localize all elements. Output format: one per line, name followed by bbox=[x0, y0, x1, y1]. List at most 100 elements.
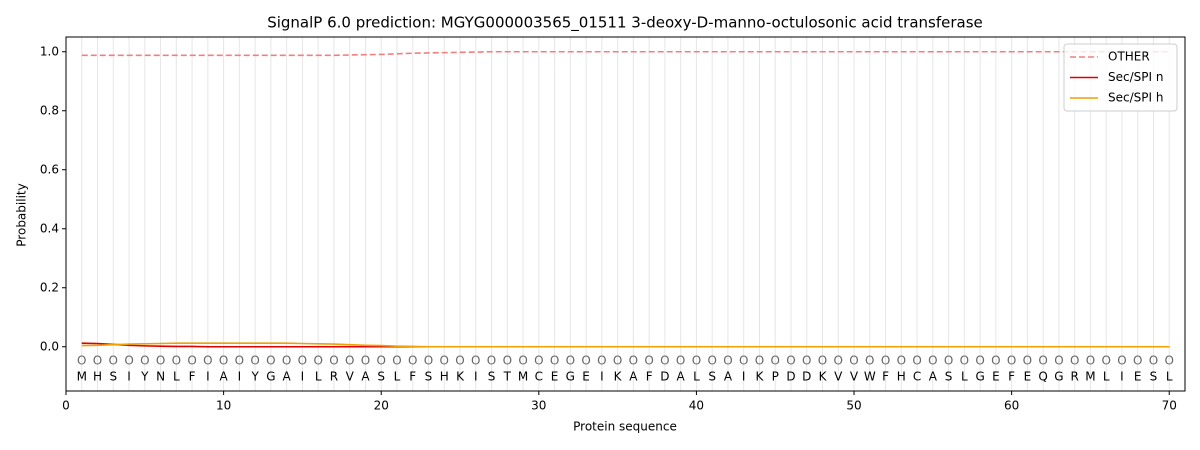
predicted-label: O bbox=[550, 354, 559, 368]
residue-label: G bbox=[1054, 370, 1063, 384]
residue-label: V bbox=[834, 370, 843, 384]
residue-label: C bbox=[913, 370, 921, 384]
residue-label: L bbox=[173, 370, 180, 384]
predicted-label: O bbox=[802, 354, 811, 368]
y-tick-label: 0.6 bbox=[40, 162, 59, 176]
predicted-label: O bbox=[1086, 354, 1095, 368]
residue-label: M bbox=[77, 370, 87, 384]
residue-label: S bbox=[109, 370, 117, 384]
predicted-label: O bbox=[93, 354, 102, 368]
predicted-label: O bbox=[786, 354, 795, 368]
predicted-label: O bbox=[566, 354, 575, 368]
residue-label: H bbox=[93, 370, 102, 384]
predicted-label: O bbox=[503, 354, 512, 368]
predicted-label: O bbox=[329, 354, 338, 368]
residue-label: Q bbox=[1038, 370, 1047, 384]
predicted-label: O bbox=[1101, 354, 1110, 368]
predicted-label: O bbox=[313, 354, 322, 368]
x-tick-label: 0 bbox=[62, 399, 70, 413]
predicted-label: O bbox=[282, 354, 291, 368]
residue-label: E bbox=[1134, 370, 1142, 384]
predicted-label: O bbox=[707, 354, 716, 368]
residue-label: H bbox=[897, 370, 906, 384]
residue-label: I bbox=[127, 370, 131, 384]
legend-box bbox=[1063, 43, 1178, 112]
predicted-label: O bbox=[597, 354, 606, 368]
y-tick-label: 0.2 bbox=[40, 280, 59, 294]
residue-label: L bbox=[1166, 370, 1173, 384]
predicted-label: O bbox=[203, 354, 212, 368]
y-axis-label: Probability bbox=[15, 183, 29, 246]
predicted-label: O bbox=[613, 354, 622, 368]
residue-label: S bbox=[1150, 370, 1158, 384]
predicted-label: O bbox=[991, 354, 1000, 368]
residue-label: I bbox=[742, 370, 746, 384]
predicted-label: O bbox=[298, 354, 307, 368]
residue-label: L bbox=[394, 370, 401, 384]
residue-label: K bbox=[614, 370, 623, 384]
residue-label: F bbox=[409, 370, 416, 384]
residue-label: I bbox=[238, 370, 242, 384]
predicted-label: O bbox=[865, 354, 874, 368]
predicted-label: O bbox=[266, 354, 275, 368]
predicted-label: O bbox=[455, 354, 464, 368]
predicted-label: O bbox=[834, 354, 843, 368]
predicted-label: O bbox=[392, 354, 401, 368]
predicted-label: O bbox=[1117, 354, 1126, 368]
residue-label: K bbox=[819, 370, 828, 384]
residue-label: F bbox=[189, 370, 196, 384]
predicted-label: O bbox=[187, 354, 196, 368]
predicted-label: O bbox=[644, 354, 653, 368]
predicted-label: O bbox=[912, 354, 921, 368]
residue-label: S bbox=[945, 370, 953, 384]
residue-label: H bbox=[440, 370, 449, 384]
predicted-label: O bbox=[975, 354, 984, 368]
residue-label: N bbox=[156, 370, 165, 384]
residue-label: G bbox=[975, 370, 984, 384]
residue-label: L bbox=[315, 370, 322, 384]
residue-label: P bbox=[772, 370, 779, 384]
residue-label: Y bbox=[140, 370, 149, 384]
residue-label: D bbox=[786, 370, 795, 384]
residue-label: W bbox=[864, 370, 876, 384]
residue-label: I bbox=[206, 370, 210, 384]
predicted-label: O bbox=[140, 354, 149, 368]
residue-label: S bbox=[488, 370, 496, 384]
residue-label: D bbox=[802, 370, 811, 384]
predicted-label: O bbox=[250, 354, 259, 368]
residue-label: M bbox=[1085, 370, 1095, 384]
plot-frame bbox=[65, 36, 1186, 392]
predicted-label: O bbox=[660, 354, 669, 368]
residue-label: F bbox=[646, 370, 653, 384]
residue-label: F bbox=[882, 370, 889, 384]
predicted-label: O bbox=[629, 354, 638, 368]
predicted-label: O bbox=[1070, 354, 1079, 368]
residue-label: E bbox=[992, 370, 1000, 384]
x-axis-label: Protein sequence bbox=[573, 420, 677, 434]
residue-label: S bbox=[708, 370, 716, 384]
predicted-label: O bbox=[172, 354, 181, 368]
predicted-label: O bbox=[534, 354, 543, 368]
residue-label: S bbox=[425, 370, 433, 384]
predicted-label: O bbox=[928, 354, 937, 368]
residue-label: Y bbox=[250, 370, 259, 384]
x-tick-label: 70 bbox=[1162, 399, 1177, 413]
x-tick-label: 20 bbox=[374, 399, 389, 413]
x-tick-label: 30 bbox=[531, 399, 546, 413]
predicted-label: O bbox=[849, 354, 858, 368]
residue-label: E bbox=[1024, 370, 1032, 384]
residue-label: E bbox=[551, 370, 559, 384]
residue-label: I bbox=[1120, 370, 1124, 384]
predicted-label: O bbox=[723, 354, 732, 368]
residue-label: I bbox=[301, 370, 305, 384]
y-tick-label: 0.8 bbox=[40, 103, 59, 117]
residue-label: K bbox=[456, 370, 465, 384]
residue-label: A bbox=[219, 370, 228, 384]
chart-title: SignalP 6.0 prediction: MGYG000003565_01… bbox=[267, 14, 983, 33]
residue-label: R bbox=[330, 370, 338, 384]
predicted-label: O bbox=[77, 354, 86, 368]
predicted-label: O bbox=[109, 354, 118, 368]
predicted-label: O bbox=[1149, 354, 1158, 368]
residue-label: L bbox=[961, 370, 968, 384]
